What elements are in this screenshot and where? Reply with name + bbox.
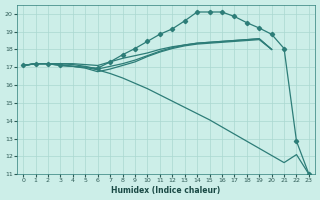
X-axis label: Humidex (Indice chaleur): Humidex (Indice chaleur) [111,186,221,195]
